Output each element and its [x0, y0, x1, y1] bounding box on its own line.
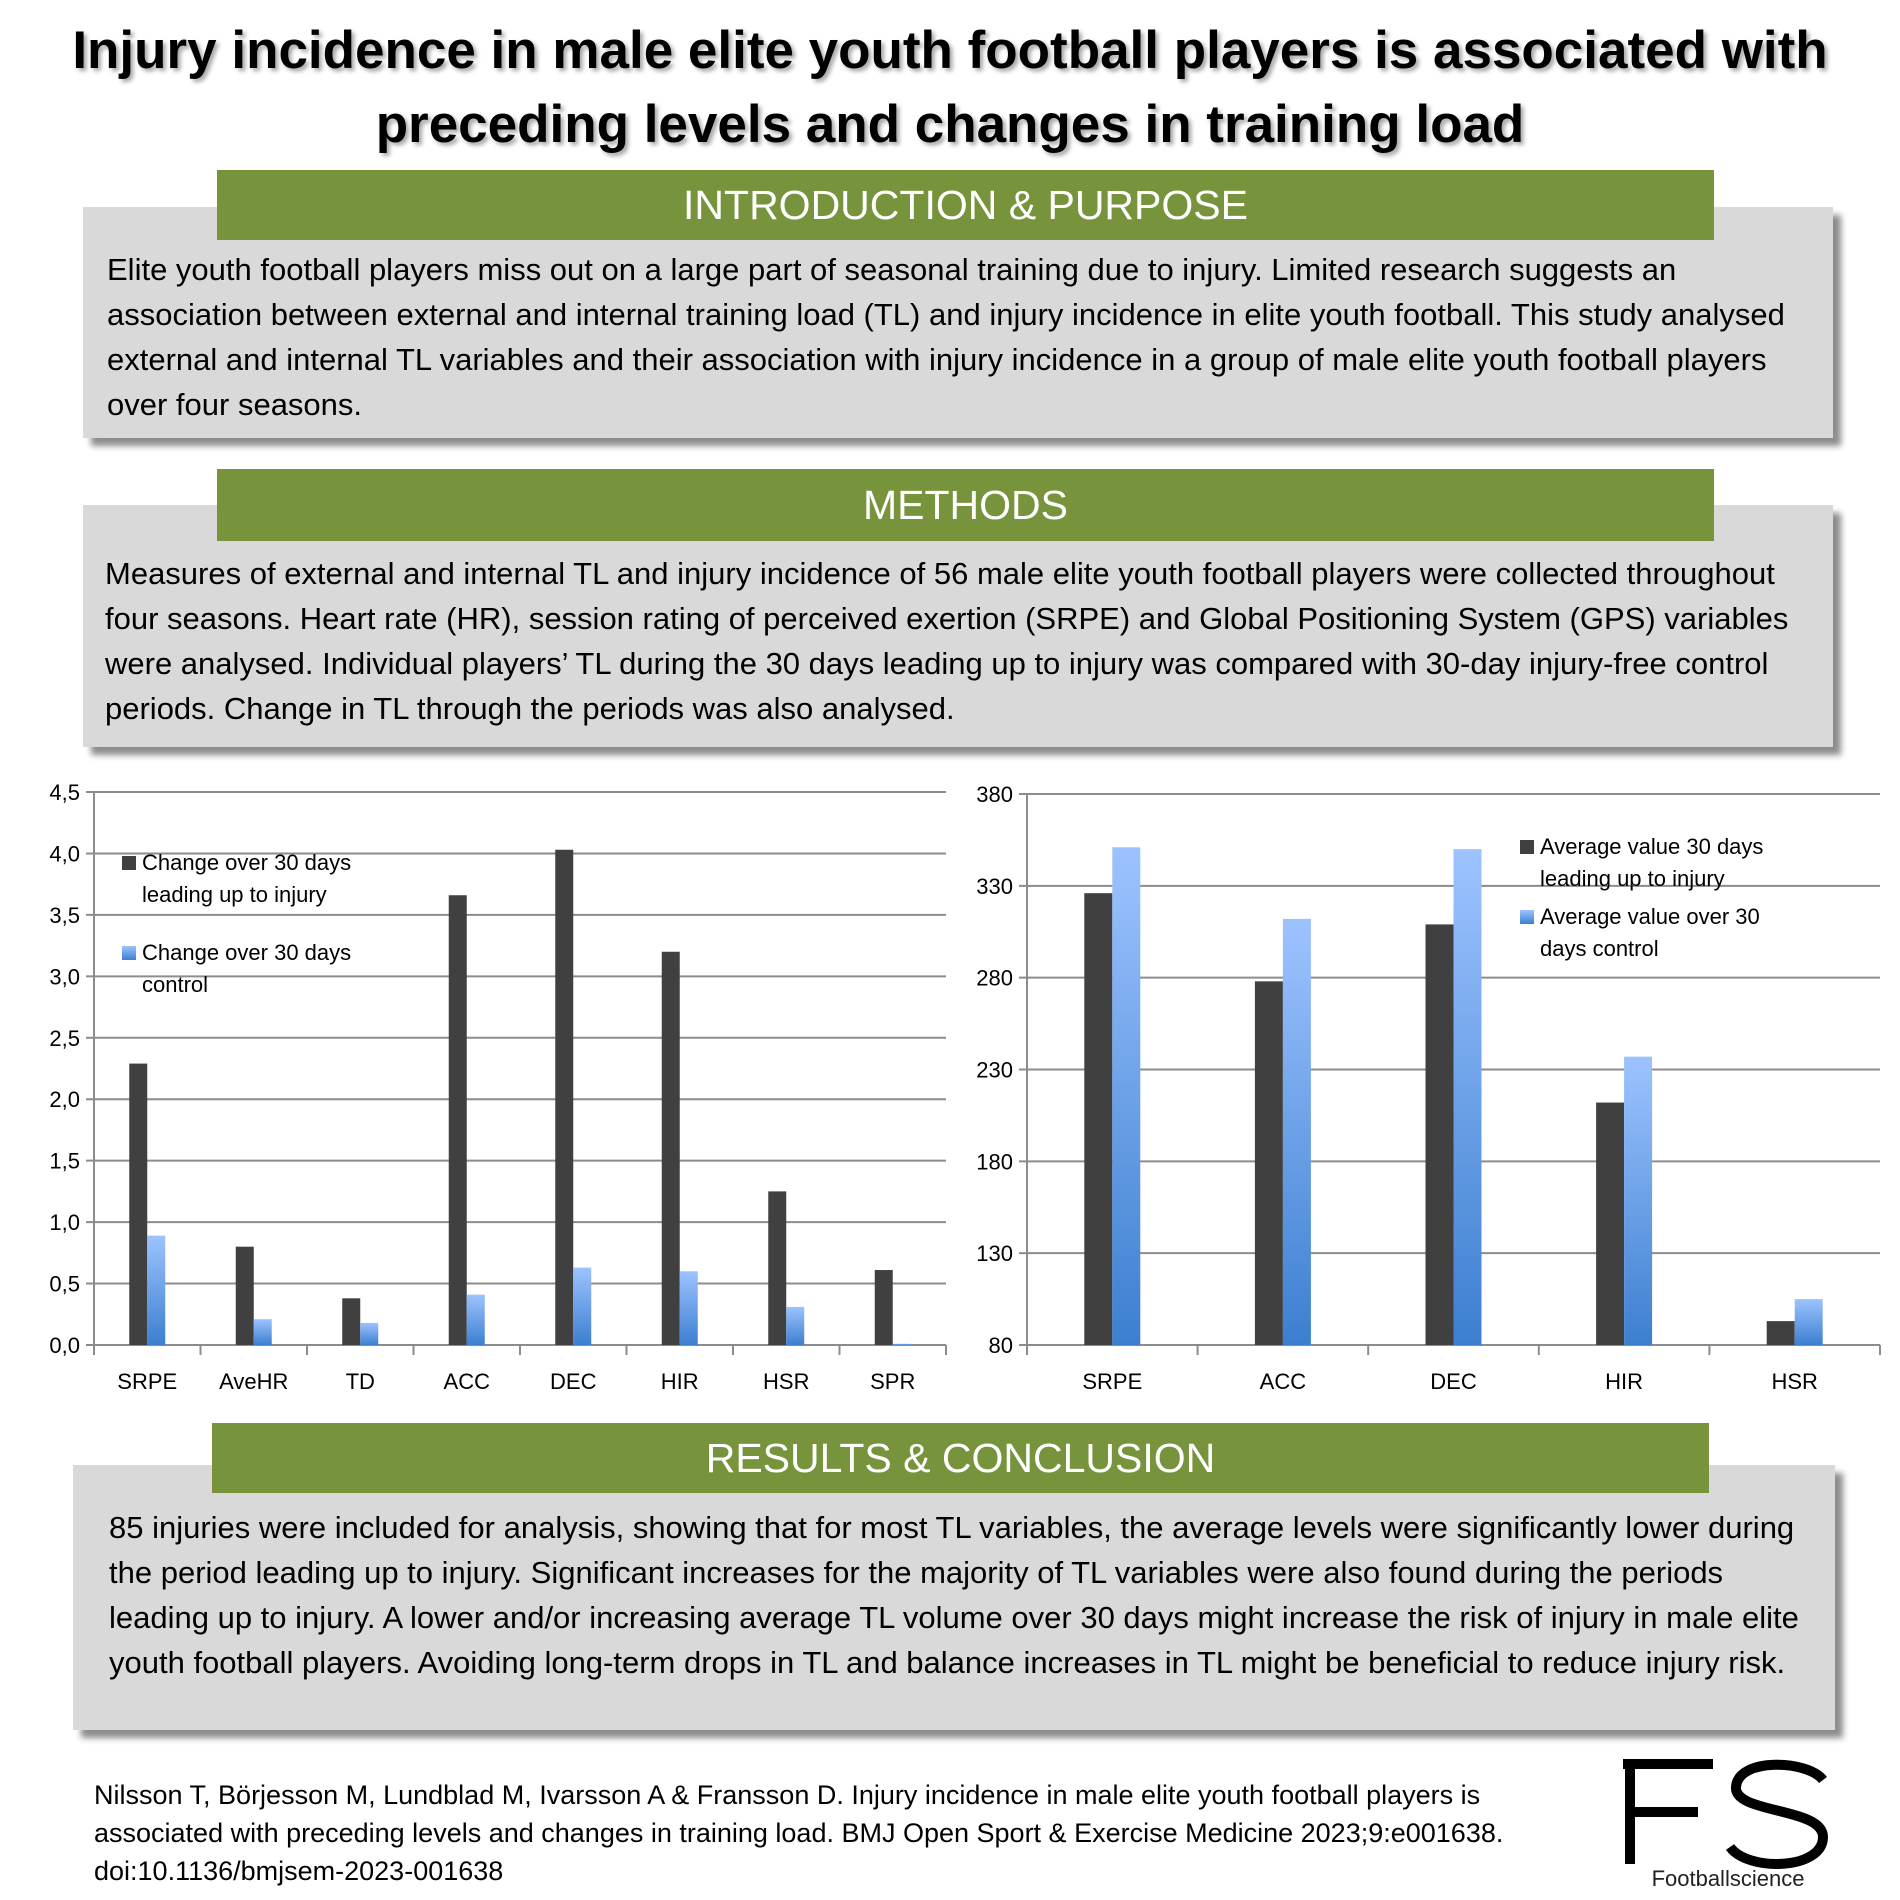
y-tick-label: 230 — [976, 1058, 1013, 1083]
methods-heading: METHODS — [217, 469, 1714, 541]
x-tick-label: ACC — [444, 1369, 491, 1394]
y-tick-label: 280 — [976, 966, 1013, 991]
x-tick-label: HIR — [661, 1369, 699, 1394]
bar-control — [892, 1343, 911, 1345]
bar-control — [466, 1294, 485, 1345]
intro-box: Elite youth football players miss out on… — [83, 207, 1833, 438]
y-tick-label: 3,0 — [49, 964, 80, 989]
bar-injury — [768, 1191, 787, 1345]
legend-swatch — [1520, 910, 1534, 924]
footballscience-logo: Footballscience — [1618, 1752, 1838, 1892]
x-tick-label: HSR — [1771, 1369, 1817, 1394]
y-tick-label: 2,5 — [49, 1026, 80, 1051]
legend-label: Change over 30 days — [142, 850, 351, 875]
bar-injury — [448, 895, 467, 1345]
bar-control — [1282, 918, 1311, 1345]
bar-control — [1624, 1056, 1653, 1345]
bar-control — [1453, 849, 1482, 1345]
x-tick-label: HSR — [763, 1369, 809, 1394]
legend-swatch — [1520, 840, 1534, 854]
bar-injury — [555, 849, 574, 1345]
y-tick-label: 4,5 — [49, 780, 80, 805]
bar-injury — [129, 1063, 148, 1345]
x-tick-label: DEC — [1430, 1369, 1477, 1394]
average-chart: 80 130 180 230 280 330 380 SRPE ACC DEC HIR HSR Aver… — [976, 782, 1881, 1394]
intro-heading: INTRODUCTION & PURPOSE — [217, 170, 1714, 240]
bar-injury — [1254, 981, 1283, 1345]
y-tick-label: 130 — [976, 1241, 1013, 1266]
y-tick-label: 180 — [976, 1149, 1013, 1174]
y-tick-label: 80 — [989, 1333, 1013, 1358]
y-tick-label: 3,5 — [49, 903, 80, 928]
legend-label: Average value over 30 — [1540, 904, 1760, 929]
results-text: 85 injuries were included for analysis, … — [109, 1510, 1799, 1680]
bar-control — [360, 1322, 379, 1345]
x-tick-label: TD — [346, 1369, 375, 1394]
methods-text: Measures of external and internal TL and… — [105, 556, 1789, 726]
results-heading: RESULTS & CONCLUSION — [212, 1423, 1709, 1493]
title-line-2: preceding levels and changes in training… — [375, 95, 1525, 154]
legend-label: control — [142, 972, 208, 997]
bar-injury — [874, 1270, 893, 1345]
bar-injury — [1596, 1102, 1625, 1345]
legend-label: Change over 30 days — [142, 940, 351, 965]
change-chart: 0,0 0,5 1,0 1,5 2,0 2,5 3,0 3,5 4,0 4,5 SRPE AveHR T… — [49, 780, 947, 1394]
x-tick-label: SRPE — [117, 1369, 177, 1394]
y-tick-label: 2,0 — [49, 1087, 80, 1112]
y-tick-label: 0,0 — [49, 1333, 80, 1358]
x-tick-label: SRPE — [1082, 1369, 1142, 1394]
methods-box: Measures of external and internal TL and… — [83, 505, 1833, 747]
legend-label: Average value 30 days — [1540, 834, 1763, 859]
legend-label: leading up to injury — [1540, 866, 1725, 891]
legend-swatch — [122, 946, 136, 960]
legend-label: leading up to injury — [142, 882, 327, 907]
bar-injury — [661, 951, 680, 1345]
y-tick-label: 1,5 — [49, 1149, 80, 1174]
poster-title: Injury incidence in male elite youth foo… — [0, 14, 1900, 162]
x-tick-label: AveHR — [219, 1369, 288, 1394]
bar-control — [253, 1319, 272, 1345]
title-line-1: Injury incidence in male elite youth foo… — [72, 21, 1828, 80]
svg-text:Footballscience: Footballscience — [1652, 1866, 1805, 1891]
bar-control — [573, 1267, 592, 1345]
x-tick-label: HIR — [1605, 1369, 1643, 1394]
results-box: 85 injuries were included for analysis, … — [73, 1465, 1835, 1730]
bar-control — [1112, 847, 1141, 1345]
y-tick-label: 4,0 — [49, 841, 80, 866]
bar-control — [786, 1306, 805, 1345]
y-tick-label: 330 — [976, 874, 1013, 899]
bar-injury — [1425, 924, 1454, 1345]
y-tick-label: 1,0 — [49, 1210, 80, 1235]
bar-injury — [235, 1246, 254, 1345]
y-tick-label: 0,5 — [49, 1272, 80, 1297]
bar-control — [679, 1271, 698, 1345]
legend-label: days control — [1540, 936, 1659, 961]
citation: Nilsson T, Börjesson M, Lundblad M, Ivar… — [94, 1780, 1504, 1886]
x-tick-label: ACC — [1260, 1369, 1307, 1394]
bar-injury — [1084, 893, 1113, 1345]
intro-text: Elite youth football players miss out on… — [107, 252, 1785, 422]
bar-injury — [1766, 1321, 1795, 1345]
x-tick-label: SPR — [870, 1369, 915, 1394]
x-tick-label: DEC — [550, 1369, 597, 1394]
bar-control — [1794, 1299, 1823, 1345]
legend-swatch — [122, 856, 136, 870]
fs-logo-mark: Footballscience — [1623, 1759, 1829, 1891]
y-tick-label: 380 — [976, 782, 1013, 807]
bar-control — [147, 1235, 166, 1345]
bar-injury — [342, 1298, 361, 1345]
